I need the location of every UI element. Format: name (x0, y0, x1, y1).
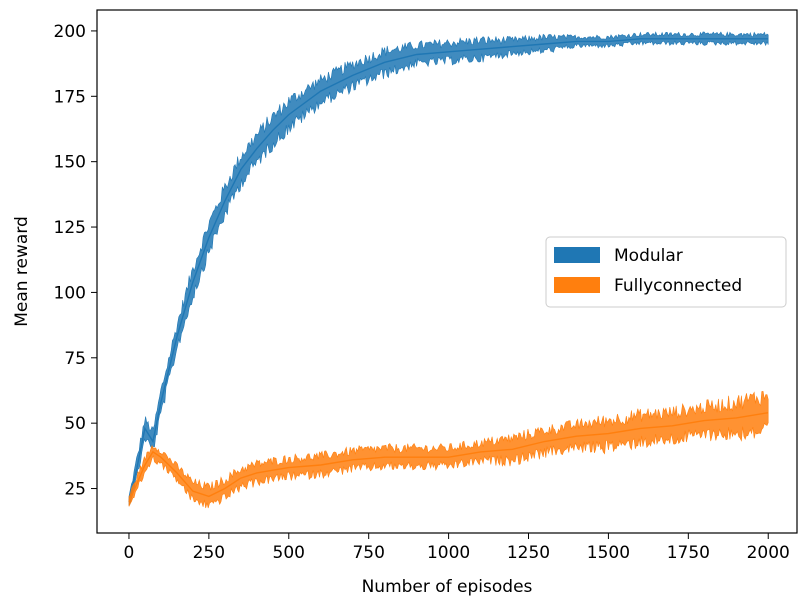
data-point (256, 472, 258, 474)
x-tick-label: 750 (352, 543, 384, 563)
data-point (160, 456, 162, 458)
data-point (544, 43, 546, 45)
x-axis: 0 250 500 750 1000 1250 1500 1750 2000 (124, 533, 790, 563)
data-point (544, 441, 546, 443)
series-line (128, 38, 769, 502)
data-point (639, 38, 641, 40)
data-point (512, 448, 514, 450)
y-tick-label: 50 (64, 414, 86, 434)
data-point (272, 129, 274, 131)
plot-area (128, 31, 769, 509)
data-point (480, 451, 482, 453)
data-point (272, 469, 274, 471)
series-fullyconnected (128, 391, 769, 509)
x-tick-label: 2000 (747, 543, 790, 563)
x-axis-label: Number of episodes (362, 577, 533, 597)
data-point (128, 501, 130, 503)
data-point (320, 90, 322, 92)
data-point (208, 495, 210, 497)
data-point (703, 38, 705, 40)
y-tick-label: 150 (54, 153, 86, 173)
data-point (240, 477, 242, 479)
y-tick-label: 100 (54, 283, 86, 303)
data-point (576, 40, 578, 42)
data-point (288, 114, 290, 116)
data-point (671, 425, 673, 427)
data-point (767, 412, 769, 414)
data-point (208, 237, 210, 239)
series-line (128, 412, 769, 502)
data-point (160, 401, 162, 403)
series-band (128, 391, 769, 509)
data-point (735, 417, 737, 419)
data-point (256, 148, 258, 150)
data-point (224, 200, 226, 202)
legend-label: Modular (614, 246, 683, 266)
data-point (384, 456, 386, 458)
data-point (416, 456, 418, 458)
y-axis: 25 50 75 100 125 150 175 200 (54, 22, 97, 500)
series-band (128, 31, 769, 506)
y-axis-label: Mean reward (12, 216, 32, 327)
data-point (192, 281, 194, 283)
legend: Modular Fullyconnected (545, 236, 787, 308)
data-point (480, 48, 482, 50)
data-point (320, 464, 322, 466)
y-tick-label: 175 (54, 87, 86, 107)
data-point (176, 336, 178, 338)
x-tick-label: 1750 (667, 543, 710, 563)
x-tick-label: 500 (273, 543, 305, 563)
data-point (607, 40, 609, 42)
legend-label: Fullyconnected (614, 276, 742, 296)
data-point (352, 74, 354, 76)
data-point (639, 427, 641, 429)
plot-frame (96, 9, 798, 534)
data-point (703, 420, 705, 422)
data-point (144, 464, 146, 466)
legend-box (545, 236, 787, 308)
y-tick-label: 200 (54, 22, 86, 42)
x-tick-label: 250 (193, 543, 225, 563)
data-point (192, 490, 194, 492)
y-tick-label: 75 (64, 349, 86, 369)
data-point (671, 38, 673, 40)
data-point (224, 488, 226, 490)
data-point (607, 433, 609, 435)
x-tick-label: 1500 (587, 543, 630, 563)
y-tick-label: 125 (54, 218, 86, 238)
data-point (512, 46, 514, 48)
data-point (448, 51, 450, 53)
data-point (735, 38, 737, 40)
data-point (448, 456, 450, 458)
series-modular (128, 31, 769, 506)
legend-swatch (554, 277, 600, 293)
data-point (352, 459, 354, 461)
data-point (176, 472, 178, 474)
data-point (152, 451, 154, 453)
data-point (152, 441, 154, 443)
data-point (767, 38, 769, 40)
data-point (136, 482, 138, 484)
data-point (288, 467, 290, 469)
y-tick-label: 25 (64, 480, 86, 500)
x-tick-label: 1250 (507, 543, 550, 563)
legend-swatch (554, 247, 600, 263)
data-point (240, 169, 242, 171)
data-point (416, 54, 418, 56)
x-tick-label: 1000 (427, 543, 470, 563)
data-point (576, 435, 578, 437)
x-tick-label: 0 (124, 543, 135, 563)
data-point (144, 427, 146, 429)
data-point (384, 61, 386, 63)
data-point (136, 467, 138, 469)
